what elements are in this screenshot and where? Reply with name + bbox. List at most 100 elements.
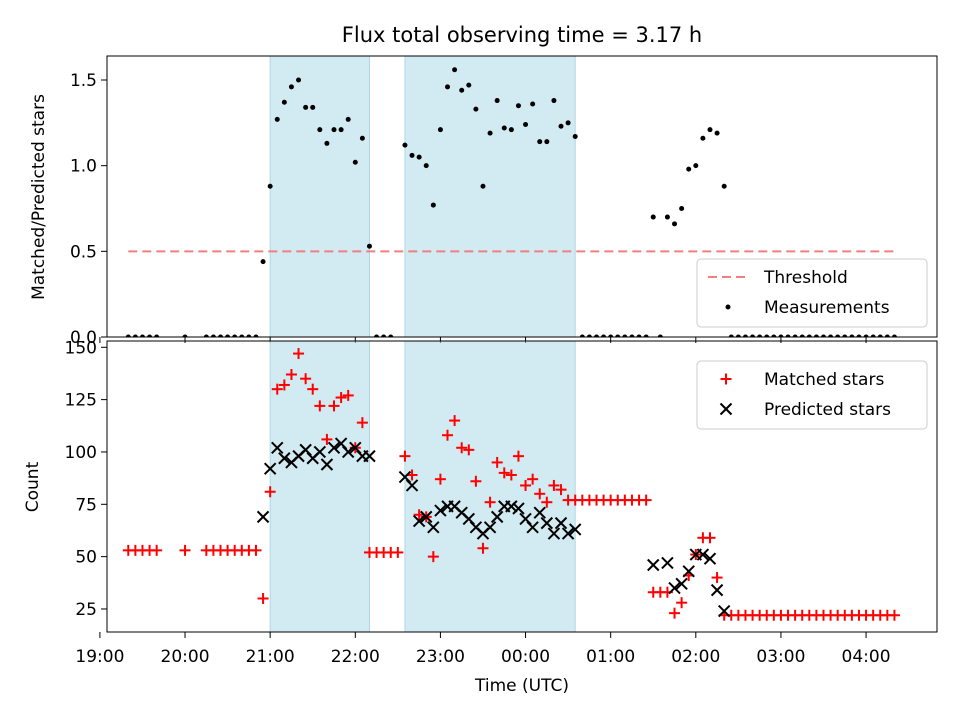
observing-window-band	[404, 56, 576, 337]
measurement-point	[523, 122, 529, 128]
measurement-points	[125, 67, 897, 337]
ratio-y-ticks: 0.0 0.5 1.0 1.5	[70, 71, 107, 348]
predicted-star-point	[526, 521, 539, 534]
measurement-point	[615, 334, 621, 337]
measurement-point	[147, 334, 153, 337]
measurement-point	[565, 120, 571, 126]
measurement-point	[657, 334, 663, 337]
measurement-point	[402, 142, 408, 148]
matched-star-point	[520, 479, 532, 491]
predicted-star-point	[710, 583, 724, 597]
measurement-point	[771, 334, 777, 337]
predicted-star-point	[363, 449, 376, 463]
measurement-point	[437, 127, 443, 133]
y-tick-label: 1.5	[70, 71, 97, 91]
measurement-point	[288, 84, 294, 90]
measurement-point	[445, 84, 451, 90]
predicted-star-point	[696, 548, 710, 561]
predicted-star-point	[412, 514, 426, 528]
predicted-star-points	[256, 437, 731, 618]
matched-star-point	[300, 373, 312, 385]
predicted-star-point	[703, 552, 717, 565]
matched-star-point	[356, 417, 368, 429]
predicted-star-point	[512, 502, 525, 515]
predicted-star-point	[483, 521, 497, 534]
matched-star-point	[427, 551, 439, 563]
predicted-star-point	[427, 521, 440, 534]
count-legend: Matched stars Predicted stars	[696, 360, 928, 430]
matched-star-point	[512, 450, 524, 462]
measurement-point	[530, 101, 536, 107]
count-panel-frame	[106, 340, 938, 633]
measurement-point	[139, 334, 145, 337]
matched-star-point	[434, 473, 446, 485]
measurement-point	[359, 135, 365, 141]
measurement-point	[466, 82, 472, 88]
matched-star-point	[669, 607, 681, 619]
measurement-point	[494, 98, 500, 104]
predicted-star-point	[533, 506, 546, 519]
y-tick-label: 150	[65, 338, 97, 358]
matched-star-point	[257, 593, 269, 605]
measurement-point	[303, 104, 309, 110]
measurement-point	[125, 334, 131, 337]
measurement-point	[672, 221, 678, 227]
matched-star-point	[250, 544, 262, 556]
measurement-point	[480, 183, 486, 189]
matched-star-point	[342, 389, 354, 401]
predicted-star-point	[405, 479, 419, 492]
matched-star-point	[449, 415, 461, 427]
predicted-star-point	[313, 445, 327, 459]
measurement-point	[203, 334, 209, 337]
predicted-star-point	[554, 516, 568, 530]
measurement-point	[778, 334, 784, 337]
observing-window-band	[269, 56, 370, 337]
x-tick-label: 20:00	[161, 647, 210, 667]
measurement-point	[537, 139, 543, 145]
measurement-point	[232, 334, 238, 337]
measurement-point	[473, 106, 479, 112]
predicted-star-point	[540, 516, 554, 530]
legend-matched-marker	[720, 373, 732, 385]
matched-star-point	[307, 383, 319, 395]
measurement-point	[388, 334, 394, 337]
measurement-point	[253, 334, 259, 337]
predicted-star-point	[327, 441, 341, 454]
measurement-point	[884, 334, 890, 337]
y-tick-label: 1.0	[70, 157, 97, 177]
predicted-star-point	[675, 577, 688, 591]
predicted-star-point	[320, 458, 334, 471]
x-tick-label: 21:00	[246, 647, 295, 667]
y-tick-label: 100	[65, 443, 97, 463]
measurement-point	[274, 116, 280, 122]
measurement-point	[132, 334, 138, 337]
measurement-point	[714, 130, 720, 136]
ratio-panel: 0.0 0.5 1.0 1.5 Matched/Predicted stars Thr…	[29, 55, 938, 348]
measurement-point	[225, 334, 231, 337]
predicted-star-point	[717, 604, 731, 618]
measurement-point	[721, 183, 727, 189]
measurement-point	[416, 154, 422, 160]
matched-star-point	[328, 400, 340, 412]
matched-star-point	[335, 392, 347, 404]
measurement-point	[643, 334, 649, 337]
matched-star-point	[640, 494, 652, 506]
matched-star-points	[122, 348, 900, 621]
ratio-legend: Threshold Measurements	[696, 258, 928, 328]
measurement-point	[806, 334, 812, 337]
matched-star-point	[505, 469, 517, 481]
matched-star-point	[399, 450, 411, 462]
matched-star-point	[392, 546, 404, 558]
measurement-point	[650, 214, 656, 220]
predicted-star-point	[256, 510, 270, 524]
predicted-star-point	[568, 523, 582, 536]
y-tick-label: 125	[65, 391, 97, 411]
predicted-star-point	[278, 452, 291, 465]
matched-star-point	[442, 429, 454, 441]
measurement-point	[586, 334, 592, 337]
measurement-point	[551, 98, 557, 104]
measurement-point	[735, 334, 741, 337]
x-tick-label: 03:00	[756, 647, 805, 667]
matched-star-point	[151, 544, 163, 556]
